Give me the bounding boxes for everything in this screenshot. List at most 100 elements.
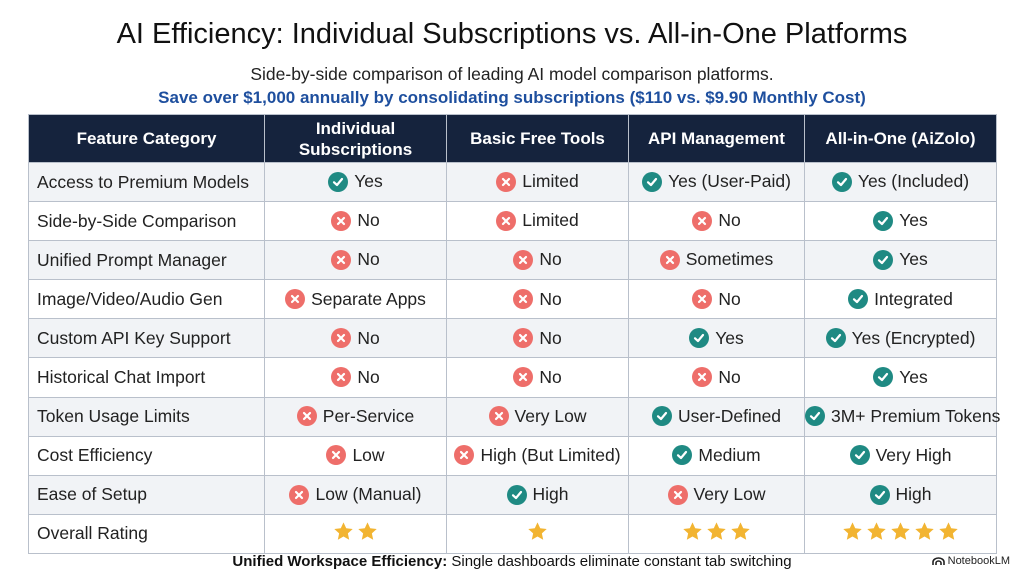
cross-icon [331,367,352,388]
status-value: No [692,210,741,231]
table-row: Ease of Setup Low (Manual) High Very Low Hig… [28,474,997,515]
status-text: 3M+ Premium Tokens [831,405,1001,426]
feature-cell: Image/Video/Audio Gen [28,279,265,320]
rating-cell [446,513,629,554]
status-text: Yes [899,210,928,231]
status-cell: Per-Service [264,396,447,437]
status-cell: No [628,357,805,398]
status-value: Medium [672,444,761,466]
table-row: Unified Prompt Manager No No Sometimes Yes [28,240,997,281]
footer-text: Single dashboards eliminate constant tab… [447,553,792,570]
status-cell: Very Low [628,474,805,515]
status-text: No [718,210,741,231]
star-icon [707,522,726,540]
column-header: Feature Category [28,114,265,163]
cross-icon [659,249,680,270]
status-cell: Limited [446,201,629,242]
status-text: Yes [715,327,744,348]
footer-note: Unified Workspace Efficiency: Single das… [0,553,1024,571]
status-cell: Sometimes [628,240,805,281]
status-value: Yes [873,210,928,231]
status-value: No [513,366,562,388]
feature-cell: Unified Prompt Manager [28,240,265,281]
cross-icon [513,289,534,310]
status-value: Yes [873,367,928,388]
status-value: Per-Service [296,405,415,427]
feature-cell: Historical Chat Import [28,357,265,398]
status-text: No [718,288,741,309]
star-icon [843,522,862,540]
cross-icon [496,171,517,192]
status-text: Low [352,444,385,465]
status-cell: Integrated [804,279,997,320]
status-text: Medium [698,444,761,465]
status-text: Per-Service [322,405,415,426]
status-cell: Yes [804,201,997,242]
cross-icon [667,484,688,505]
status-cell: Low (Manual) [264,474,447,515]
status-text: User-Defined [677,405,782,426]
feature-cell: Access to Premium Models [28,161,265,203]
status-text: No [539,288,562,309]
star-icon [867,522,886,540]
status-text: Very Low [693,484,766,505]
status-cell: Yes [804,240,997,281]
status-text: Limited [522,210,579,231]
status-cell: High (But Limited) [446,435,629,476]
cross-icon [326,445,347,466]
status-text: Yes [899,366,928,387]
star-icon [915,522,934,540]
status-cell: Yes [264,161,447,203]
page-subtitle: Side-by-side comparison of leading AI mo… [250,64,774,84]
column-header: All-in-One (AiZolo) [804,114,997,163]
table-header-row: Feature Category Individual Subscription… [28,114,997,163]
status-text: No [539,366,562,387]
status-cell: Low [264,435,447,476]
feature-cell: Cost Efficiency [28,435,265,476]
status-cell: No [264,318,447,359]
status-value: Yes [689,328,744,349]
status-value: Yes (User-Paid) [642,171,791,192]
cross-icon [496,210,517,231]
table-row: Token Usage Limits Per-Service Very Low Use… [28,396,1000,437]
table-row: Custom API Key Support No No Yes Yes (Encryp… [28,318,997,359]
status-value: Limited [496,210,579,231]
cross-icon [331,328,352,349]
cross-icon [285,289,306,310]
status-text: Very High [875,444,952,465]
cross-icon [454,445,475,466]
status-text: No [357,327,380,348]
status-cell: No [628,201,805,242]
check-icon [328,171,349,192]
feature-cell: Side-by-Side Comparison [28,201,265,242]
star-icon [358,522,377,540]
column-header: API Management [628,114,805,163]
check-icon [869,484,890,505]
feature-cell: Token Usage Limits [28,396,265,437]
star-rating [333,521,378,542]
status-text: Yes (User-Paid) [668,171,791,192]
status-value: 3M+ Premium Tokens [805,406,1000,427]
status-cell: No [628,279,805,320]
star-rating [842,521,959,542]
check-icon [849,445,870,466]
status-text: High [532,484,569,505]
table-row: Access to Premium Models Yes Limited Yes (U… [28,161,997,203]
status-cell: High [446,474,629,515]
cross-icon [289,484,310,505]
check-icon [831,171,852,192]
status-text: Yes (Encrypted) [851,327,976,348]
column-header: Basic Free Tools [446,114,629,163]
status-cell: No [446,279,629,320]
status-text: Very Low [514,405,587,426]
status-value: Very Low [488,405,587,427]
star-rating [682,521,751,542]
status-text: High (But Limited) [480,444,621,465]
cross-icon [692,289,713,310]
status-text: No [539,249,562,270]
status-cell: No [264,357,447,398]
status-text: Integrated [874,288,953,309]
status-value: Sometimes [659,249,773,270]
cross-icon [296,406,317,427]
check-icon [848,289,869,310]
